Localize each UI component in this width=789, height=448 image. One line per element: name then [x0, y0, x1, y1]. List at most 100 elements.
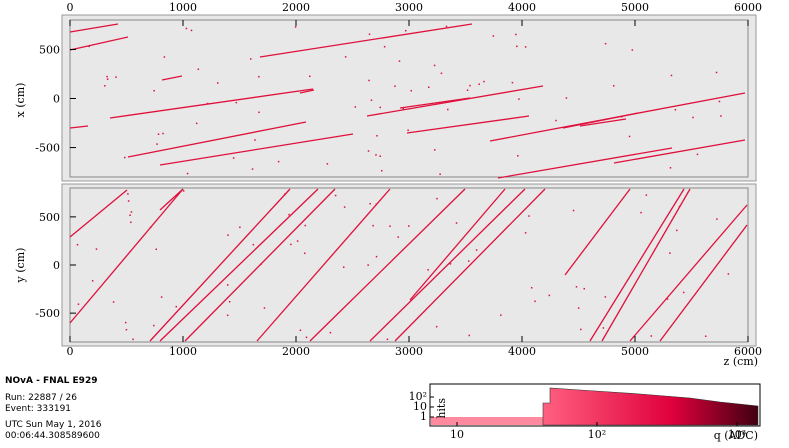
hit [565, 97, 568, 99]
z-axis-label: z (cm) [724, 355, 758, 368]
hit [674, 108, 677, 111]
hit [342, 266, 345, 268]
hit [678, 205, 681, 208]
hit [511, 81, 514, 84]
hit [91, 280, 94, 282]
hit [379, 155, 382, 157]
hit [580, 328, 582, 331]
hit [124, 321, 127, 324]
hit [620, 115, 623, 118]
hist-xlabel: q (ADC) [714, 429, 758, 442]
hit [455, 222, 458, 224]
hit [386, 338, 389, 341]
hit [95, 248, 98, 250]
hit [354, 106, 357, 108]
z-tick-label-top: 0 [67, 1, 74, 14]
hit [334, 194, 337, 197]
hit [368, 33, 371, 36]
hit [530, 287, 533, 289]
hit [186, 172, 189, 175]
hit [379, 106, 381, 109]
hit [583, 287, 585, 290]
hit [435, 325, 438, 328]
xz-tracks [69, 23, 746, 179]
hit [125, 328, 128, 331]
hit [326, 163, 329, 165]
hist-low [431, 417, 543, 425]
hit [185, 27, 188, 30]
info-date: UTC Sun May 1, 2016 [5, 420, 102, 430]
hit [367, 150, 370, 152]
hit [160, 296, 163, 298]
hist-y-tick-label: 10 [413, 400, 427, 413]
hit [163, 56, 166, 58]
hit [367, 264, 369, 266]
hit [389, 225, 391, 227]
y-tick-label: 0 [53, 259, 60, 272]
hit [376, 135, 378, 137]
hit [478, 83, 480, 85]
hit [299, 329, 302, 332]
hit [76, 243, 79, 246]
x-axis-label: x (cm) [14, 83, 27, 118]
hist-y-tick-label: 10² [409, 390, 427, 403]
hit [190, 29, 193, 32]
hit [157, 133, 160, 135]
hit [370, 99, 373, 101]
hit [666, 298, 669, 300]
hit [124, 156, 126, 159]
hit [106, 78, 109, 80]
hit [309, 75, 311, 78]
hit [669, 252, 671, 254]
hit [195, 122, 198, 125]
z-tick-label-top: 4000 [508, 1, 536, 14]
hit [175, 305, 178, 308]
hit [296, 240, 299, 242]
hit [704, 335, 707, 337]
hit [206, 102, 209, 105]
hit [715, 71, 718, 74]
y-tick-label: 500 [39, 211, 60, 224]
hit [716, 218, 718, 220]
hit [612, 85, 615, 87]
hit [467, 260, 470, 262]
hit [650, 335, 653, 337]
hit [548, 294, 551, 297]
hist-x-tick-label: 10² [588, 428, 606, 441]
hit [696, 153, 699, 156]
z-tick-label-top: 6000 [734, 1, 762, 14]
hit [670, 74, 673, 77]
hit [398, 60, 401, 62]
hit [433, 64, 436, 67]
hit [305, 336, 308, 339]
z-tick-label: 0 [67, 345, 74, 358]
z-tick-label-top: 3000 [395, 1, 423, 14]
hit [427, 269, 429, 271]
hist-x-tick-label: 10 [450, 428, 464, 441]
hit [372, 224, 374, 227]
hit [449, 263, 452, 265]
hit [628, 135, 631, 138]
hit [251, 168, 254, 170]
z-tick-label: 3000 [395, 345, 423, 358]
hit [284, 193, 286, 195]
hit [88, 45, 90, 48]
hit [572, 209, 575, 212]
hit [555, 119, 557, 122]
hit [304, 224, 307, 227]
hit [604, 42, 607, 45]
hit [249, 58, 252, 60]
hit [528, 215, 530, 217]
hit [153, 89, 155, 92]
hit [439, 173, 441, 175]
hit [106, 75, 108, 78]
hit [375, 154, 377, 156]
hit [483, 80, 485, 83]
hit [197, 68, 200, 71]
hit [407, 129, 409, 132]
hit [492, 35, 495, 37]
hit [217, 82, 219, 84]
hit [277, 160, 280, 163]
hit [447, 108, 449, 111]
hit [440, 72, 443, 75]
